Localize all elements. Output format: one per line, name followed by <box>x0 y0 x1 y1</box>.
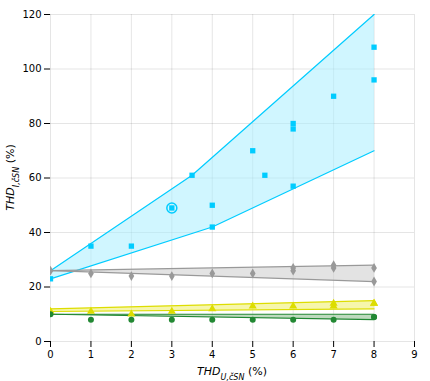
svg-text:THDU,čSN (%): THDU,čSN (%) <box>197 365 267 381</box>
svg-text:80: 80 <box>29 118 42 129</box>
svg-text:8: 8 <box>371 349 377 360</box>
svg-text:60: 60 <box>29 172 42 183</box>
svg-text:6: 6 <box>290 349 296 360</box>
svg-text:9: 9 <box>411 349 417 360</box>
svg-text:40: 40 <box>29 227 42 238</box>
svg-text:4: 4 <box>209 349 215 360</box>
svg-text:7: 7 <box>330 349 336 360</box>
svg-text:3: 3 <box>169 349 175 360</box>
svg-text:2: 2 <box>128 349 134 360</box>
svg-text:120: 120 <box>22 9 41 20</box>
svg-text:5: 5 <box>250 349 256 360</box>
svg-text:100: 100 <box>22 63 41 74</box>
svg-text:0: 0 <box>47 349 53 360</box>
svg-text:1: 1 <box>88 349 94 360</box>
svg-text:THDI,čSN (%): THDI,čSN (%) <box>4 144 21 210</box>
svg-text:0: 0 <box>35 336 41 347</box>
svg-text:20: 20 <box>29 281 42 292</box>
